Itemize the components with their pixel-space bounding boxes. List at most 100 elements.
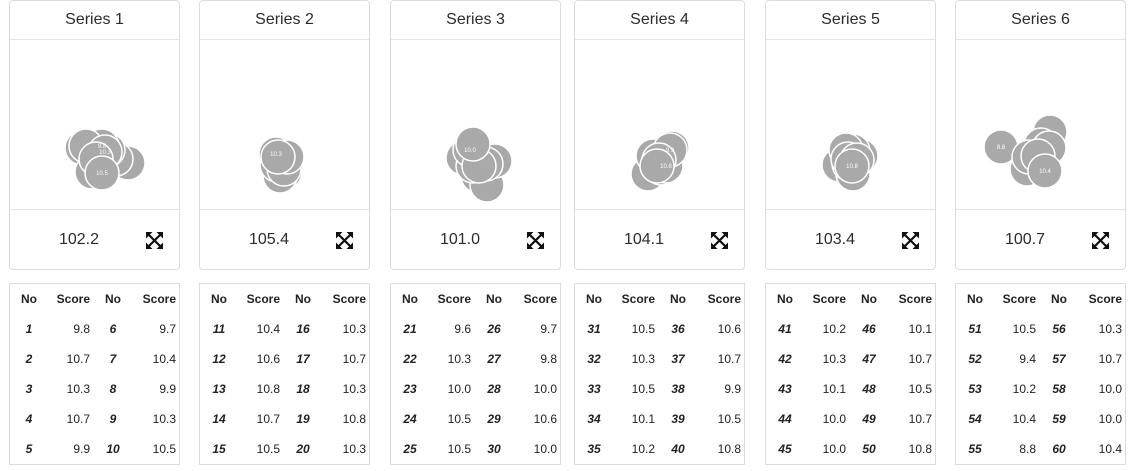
shot-number: 22 <box>403 352 417 366</box>
shot-target-area[interactable]: 8.8 10.4 <box>956 40 1125 210</box>
shot-number: 60 <box>1052 442 1066 456</box>
series-title: Series 4 <box>575 1 744 40</box>
shot-number: 35 <box>587 442 601 456</box>
shot-number: 46 <box>862 322 876 336</box>
shot-number: 17 <box>296 352 310 366</box>
series-footer: 100.7 <box>956 210 1125 269</box>
table-row: 23 10.0 28 10.0 <box>391 374 560 404</box>
header-no: No <box>670 292 686 306</box>
shot-plot: 9.810.3 10.5 <box>64 128 146 191</box>
shot-target-area[interactable]: 10.0 <box>391 40 560 210</box>
shot-score: 9.9 <box>73 442 90 456</box>
shot-score: 10.0 <box>447 382 471 396</box>
table-row: 55 8.8 60 10.4 <box>956 434 1125 464</box>
score-table: No Score No Score 31 10.5 36 10.6 32 10.3 37 10.7 33… <box>574 283 745 465</box>
shot-number: 49 <box>862 412 876 426</box>
shot-label: 9.8 <box>98 144 107 150</box>
shot-score: 9.8 <box>73 322 90 336</box>
expand-arrows-icon[interactable] <box>902 232 919 249</box>
header-score: Score <box>1002 292 1036 306</box>
series-total: 104.1 <box>623 231 665 248</box>
expand-arrows-icon[interactable] <box>336 232 353 249</box>
shot-score: 10.4 <box>1098 442 1122 456</box>
shot-number: 31 <box>587 322 601 336</box>
series-footer: 101.0 <box>391 210 560 269</box>
shot-score: 10.5 <box>1012 322 1036 336</box>
series-title: Series 1 <box>10 1 179 40</box>
shot-score: 10.6 <box>533 412 557 426</box>
shot-marker <box>260 139 296 175</box>
series-card: Series 1 9.8 10.3 10.5 102.2 <box>9 0 180 270</box>
shot-score: 10.0 <box>822 442 846 456</box>
header-no: No <box>1051 292 1067 306</box>
table-row: 2 10.7 7 10.4 <box>10 344 179 374</box>
shot-score: 10.5 <box>256 442 280 456</box>
shot-score: 10.3 <box>66 382 90 396</box>
shot-number: 59 <box>1052 412 1066 426</box>
score-table-header: No Score No Score <box>956 284 1125 314</box>
header-no: No <box>402 292 418 306</box>
shot-number: 25 <box>403 442 417 456</box>
score-table-header: No Score No Score <box>391 284 560 314</box>
shot-number: 10 <box>106 442 120 456</box>
shot-number: 58 <box>1052 382 1066 396</box>
table-row: 33 10.5 38 9.9 <box>575 374 744 404</box>
table-row: 12 10.6 17 10.7 <box>200 344 369 374</box>
table-row: 43 10.1 48 10.5 <box>766 374 935 404</box>
shot-target-area[interactable]: 10.8 9.9 <box>575 40 744 210</box>
table-row: 35 10.2 40 10.8 <box>575 434 744 464</box>
shot-number: 28 <box>487 382 501 396</box>
shot-target-area[interactable]: 10.8 <box>766 40 935 210</box>
shot-number: 27 <box>487 352 501 366</box>
shot-score: 8.8 <box>1019 442 1036 456</box>
shot-score: 10.8 <box>717 442 741 456</box>
shot-number: 45 <box>778 442 792 456</box>
shot-score: 10.4 <box>256 322 280 336</box>
header-score: Score <box>56 292 90 306</box>
shot-score: 10.7 <box>1098 352 1122 366</box>
shot-number: 56 <box>1052 322 1066 336</box>
header-score: Score <box>898 292 932 306</box>
expand-arrows-icon[interactable] <box>1092 232 1109 249</box>
series-total: 103.4 <box>814 231 856 248</box>
shot-score: 10.5 <box>717 412 741 426</box>
shot-score: 10.3 <box>152 412 176 426</box>
score-table: No Score No Score 1 9.8 6 9.7 2 10.7 7 10.4 3 10.3 8 9.… <box>9 283 180 465</box>
header-score: Score <box>142 292 176 306</box>
shot-score: 10.0 <box>822 412 846 426</box>
score-table-header: No Score No Score <box>200 284 369 314</box>
shot-score: 9.7 <box>159 322 176 336</box>
shot-number: 14 <box>212 412 226 426</box>
table-row: 44 10.0 49 10.7 <box>766 404 935 434</box>
series-total: 101.0 <box>439 231 481 248</box>
header-no: No <box>486 292 502 306</box>
shot-score: 10.7 <box>908 412 932 426</box>
shot-number: 2 <box>25 352 33 366</box>
shot-score: 10.2 <box>631 442 655 456</box>
shot-score: 10.3 <box>822 352 846 366</box>
expand-arrows-icon[interactable] <box>146 232 163 249</box>
shot-number: 24 <box>403 412 417 426</box>
shot-label: 8.8 <box>997 145 1006 151</box>
shot-score: 10.3 <box>1098 322 1122 336</box>
expand-arrows-icon[interactable] <box>527 232 544 249</box>
header-score: Score <box>246 292 280 306</box>
shot-target-area[interactable]: 9.8 10.3 10.5 <box>10 40 179 210</box>
shot-number: 19 <box>296 412 310 426</box>
shot-target-area[interactable]: 10.3 <box>200 40 369 210</box>
shot-score: 10.3 <box>631 352 655 366</box>
shot-score: 10.8 <box>908 442 932 456</box>
shot-number: 7 <box>109 352 117 366</box>
shot-score: 10.8 <box>342 412 366 426</box>
header-score: Score <box>1088 292 1122 306</box>
table-row: 21 9.6 26 9.7 <box>391 314 560 344</box>
shot-score: 10.3 <box>342 442 366 456</box>
series-total: 100.7 <box>1004 231 1046 248</box>
shot-marker <box>84 155 120 191</box>
shot-number: 43 <box>778 382 792 396</box>
expand-arrows-icon[interactable] <box>711 232 728 249</box>
shot-number: 55 <box>968 442 982 456</box>
header-score: Score <box>332 292 366 306</box>
shot-number: 11 <box>212 322 226 336</box>
shot-score: 9.6 <box>454 322 471 336</box>
